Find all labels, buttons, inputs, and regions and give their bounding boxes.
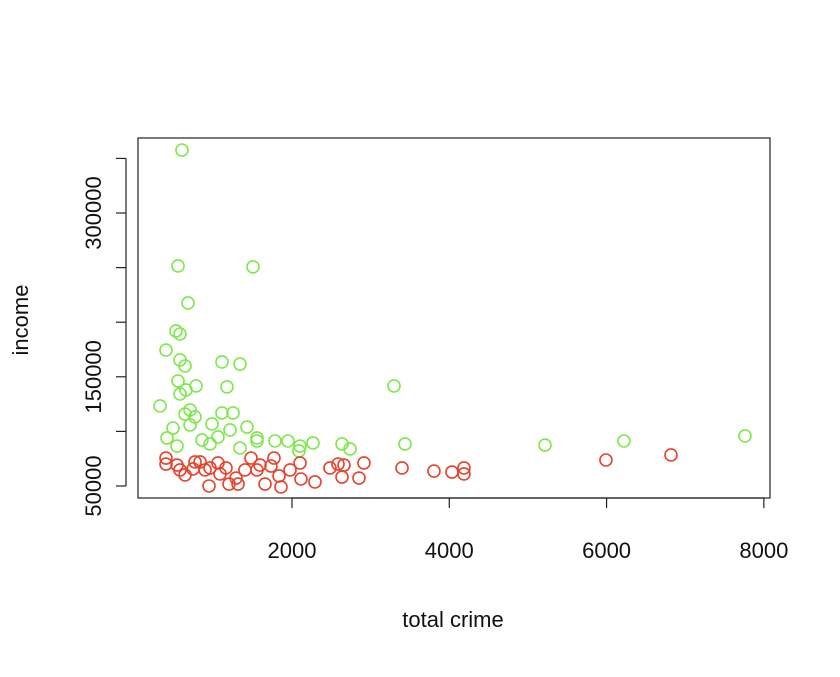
- point: [250, 434, 264, 448]
- point: [293, 439, 307, 453]
- point: [159, 343, 173, 357]
- point: [240, 420, 254, 434]
- point: [398, 437, 412, 451]
- y-axis-label: income: [8, 285, 33, 356]
- point: [268, 434, 282, 448]
- point: [258, 477, 272, 491]
- point: [166, 421, 180, 435]
- point: [160, 431, 174, 445]
- point: [169, 324, 183, 338]
- point: [178, 359, 192, 373]
- point: [293, 456, 307, 470]
- point: [357, 456, 371, 470]
- point: [215, 355, 229, 369]
- point: [246, 260, 260, 274]
- x-tick-label: 6000: [582, 538, 631, 563]
- point: [223, 423, 237, 437]
- point: [323, 461, 337, 475]
- x-tick-label: 2000: [268, 538, 317, 563]
- point: [253, 458, 267, 472]
- point: [215, 406, 229, 420]
- point: [159, 457, 173, 471]
- point: [159, 451, 173, 465]
- point: [308, 475, 322, 489]
- point: [457, 467, 471, 481]
- point: [538, 438, 552, 452]
- point: [205, 417, 219, 431]
- point: [427, 464, 441, 478]
- point: [178, 407, 192, 421]
- point: [170, 439, 184, 453]
- point: [281, 434, 295, 448]
- point: [457, 461, 471, 475]
- point: [599, 453, 613, 467]
- point: [267, 451, 281, 465]
- point: [231, 477, 245, 491]
- point: [213, 467, 227, 481]
- point: [738, 429, 752, 443]
- point: [337, 458, 351, 472]
- point: [226, 406, 240, 420]
- point: [188, 455, 202, 469]
- x-tick-label: 4000: [425, 538, 474, 563]
- point: [233, 441, 247, 455]
- point: [203, 437, 217, 451]
- point: [395, 461, 409, 475]
- point: [202, 479, 216, 493]
- point: [294, 472, 308, 486]
- point: [264, 459, 278, 473]
- point: [352, 471, 366, 485]
- x-tick-label: 8000: [739, 538, 788, 563]
- point: [229, 471, 243, 485]
- point: [306, 436, 320, 450]
- point: [387, 379, 401, 393]
- point: [220, 380, 234, 394]
- point: [171, 259, 185, 273]
- y-tick-label: 150000: [81, 340, 106, 413]
- point: [171, 374, 185, 388]
- point: [183, 418, 197, 432]
- point: [175, 143, 189, 157]
- point: [274, 480, 288, 494]
- point: [173, 387, 187, 401]
- point: [153, 399, 167, 413]
- point: [195, 433, 209, 447]
- point: [233, 357, 247, 371]
- point: [173, 463, 187, 477]
- point: [331, 457, 345, 471]
- point: [343, 442, 357, 456]
- point: [244, 451, 258, 465]
- point: [617, 434, 631, 448]
- x-axis-label: total crime: [402, 607, 503, 632]
- point: [211, 430, 225, 444]
- point: [664, 448, 678, 462]
- y-tick-label: 50000: [81, 455, 106, 516]
- point: [198, 463, 212, 477]
- y-tick-label: 300000: [81, 176, 106, 249]
- point: [283, 463, 297, 477]
- point: [173, 327, 187, 341]
- point: [181, 296, 195, 310]
